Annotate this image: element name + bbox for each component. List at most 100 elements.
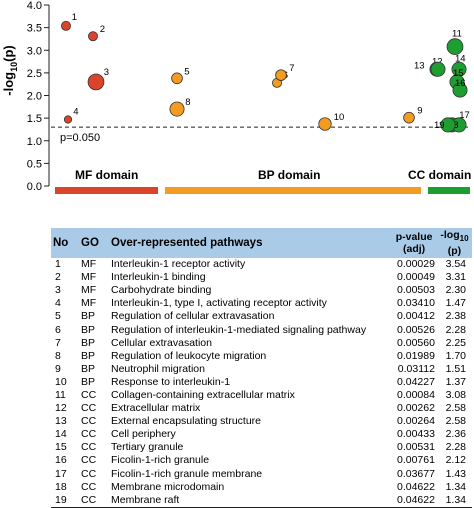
row-logp: 2.28 [445,323,466,336]
row-no: 11 [55,388,66,401]
threshold-label: p=0.050 [60,132,100,144]
row-pvalue: 0.00029 [396,258,435,271]
row-logp: 2.58 [445,402,466,415]
row-go: CC [81,428,97,441]
row-pathway: Regulation of cellular extravasation [111,310,275,323]
row-go: CC [81,402,97,415]
row-no: 2 [55,271,61,284]
go-enrichment-chart: 0.00.51.01.52.02.53.03.54.0 -log10(p) p=… [1,0,471,194]
row-go: CC [81,467,97,480]
point-label-16: 16 [455,78,466,89]
y-tick-label: 3.0 [27,45,42,57]
row-pvalue: 0.03410 [396,297,435,310]
y-tick-label: 1.0 [27,136,42,148]
point-9 [403,111,415,124]
domain-bar-bp [165,187,421,194]
header-go: GO [81,237,99,249]
row-go: BP [81,375,96,388]
row-pvalue: 0.00264 [396,415,435,428]
point-label-10: 10 [334,112,345,123]
point-2 [88,31,98,42]
point-11 [446,38,464,55]
row-go: BP [81,323,96,336]
row-pathway: Neutrophil migration [111,362,205,375]
point-label-2: 2 [100,24,105,35]
table-row: 8 BP Regulation of leukocyte migration 0.01… [51,350,472,363]
row-pathway: Collagen-containing extracellular matrix [111,388,295,401]
table-row: 14 CC Cell periphery 0.00433 2.36 [51,428,472,441]
row-pvalue: 0.00262 [396,402,435,415]
row-pvalue: 0.00412 [396,310,435,323]
row-pvalue: 0.03677 [396,467,435,480]
point-label-5: 5 [184,66,189,77]
y-tick-label: 3.5 [27,23,42,35]
row-logp: 2.28 [445,441,466,454]
row-pathway: Regulation of leukocyte migration [111,349,267,362]
row-no: 16 [55,454,67,467]
point-label-9: 9 [417,106,422,117]
pathway-table-container: No GO Over-represented pathways p-value … [51,228,472,508]
pathway-table: No GO Over-represented pathways p-value … [51,228,472,508]
row-go: MF [81,284,97,297]
table-row: 3 MF Carbohydrate binding 0.00503 2.30 [51,284,472,297]
point-8 [169,101,185,117]
point-label-17: 17 [459,110,470,121]
row-go: MF [81,271,97,284]
point-label-8: 8 [185,97,190,108]
point-label-15: 15 [453,68,464,79]
header-pvalue-line2: (adj) [403,243,426,255]
point-label-3: 3 [104,67,109,78]
point-label-1: 1 [72,12,77,23]
table-body: 1 MF Interleukin-1 receptor activity 0.0002… [51,258,472,508]
row-no: 13 [55,415,67,428]
row-pvalue: 0.04227 [396,375,435,388]
y-axis-label-main: -log [1,72,16,96]
row-pathway: Response to interleukin-1 [111,375,231,388]
row-pathway: Carbohydrate binding [111,284,212,297]
y-axis-label-sub: 10 [9,62,19,72]
row-pvalue: 0.03112 [397,362,435,375]
point-7 [275,69,287,81]
row-pathway: Interleukin-1 binding [111,271,206,284]
point-13 [430,61,446,77]
data-points: 12345678910111213141516171819 [61,12,470,133]
row-logp: 1.37 [445,375,466,388]
table-row: 17 CC Ficolin-1-rich granule membrane 0.036… [51,468,472,481]
domain-bar-cc [428,187,470,194]
row-logp: 2.38 [445,310,466,323]
domain-bar-mf [55,187,158,194]
row-go: CC [79,493,109,508]
y-tick-label: 0.0 [27,181,42,193]
row-pvalue: 0.00084 [396,388,435,401]
row-no: 19 [51,493,79,508]
row-no: 12 [55,402,67,415]
row-pathway: Regulation of interleukin-1-mediated sig… [111,323,367,336]
row-pvalue: 0.00531 [396,441,435,454]
y-tick-label: 4.0 [27,0,42,12]
row-pathway: Cell periphery [111,428,176,441]
row-logp: 3.08 [445,388,466,401]
row-pvalue: 0.04622 [391,493,437,508]
row-logp: 3.54 [445,258,466,271]
row-logp: 2.30 [445,284,466,297]
table-row: 2 MF Interleukin-1 binding 0.00049 3.31 [51,271,472,284]
domain-label-mf: MF domain [75,168,138,182]
row-logp: 1.43 [445,467,466,480]
row-pvalue: 0.00049 [396,271,435,284]
row-pathway: Tertiary granule [111,441,184,454]
table-header-row: No GO Over-represented pathways p-value … [51,228,472,258]
row-pathway: Cellular extravasation [111,336,212,349]
row-no: 15 [55,441,67,454]
row-logp: 1.34 [445,480,466,493]
row-logp: 1.47 [445,297,466,310]
row-no: 18 [55,480,67,493]
row-logp: 2.36 [445,428,466,441]
point-1 [61,20,71,31]
y-tick-label: 2.0 [27,91,42,103]
row-pathway: Membrane microdomain [111,480,225,493]
row-pathway: External encapsulating structure [111,415,261,428]
row-logp: 1.34 [436,493,472,508]
domain-bars: MF domain BP domain CC domain [55,168,471,194]
row-pvalue: 0.01989 [396,349,435,362]
table-row: 16 CC Ficolin-1-rich granule 0.00761 2.12 [51,454,472,467]
